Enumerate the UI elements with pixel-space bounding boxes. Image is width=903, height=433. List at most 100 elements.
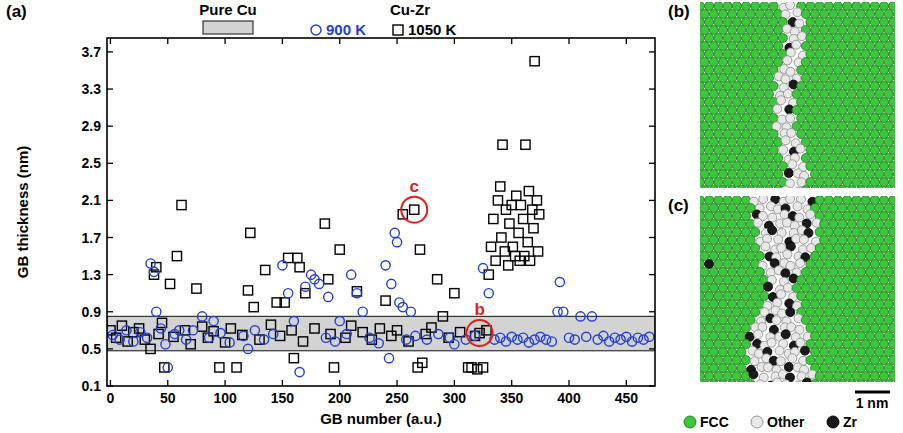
atom <box>820 220 829 229</box>
atom <box>732 34 741 43</box>
atom <box>746 154 755 163</box>
data-point <box>375 324 384 333</box>
atom <box>884 154 893 163</box>
x-tick <box>282 380 283 386</box>
atom <box>870 98 879 107</box>
atom <box>737 268 746 277</box>
atom <box>843 356 852 365</box>
atom <box>847 316 856 325</box>
annotation-circle <box>467 320 493 346</box>
atom <box>700 74 709 83</box>
atom <box>723 98 732 107</box>
atom <box>742 178 751 187</box>
atom <box>843 372 852 381</box>
atom <box>732 98 741 107</box>
atom <box>759 196 768 204</box>
atom <box>880 228 889 237</box>
data-point <box>259 335 268 344</box>
atom <box>861 356 870 365</box>
atom <box>824 146 833 155</box>
atom <box>847 268 856 277</box>
atom <box>797 130 806 139</box>
atom <box>852 356 861 365</box>
atom <box>801 268 810 277</box>
atom <box>880 372 889 381</box>
atom <box>834 178 843 187</box>
atom <box>737 26 746 35</box>
atom <box>824 114 833 123</box>
data-point <box>415 245 424 254</box>
atom <box>870 114 879 123</box>
data-point <box>418 358 427 367</box>
atom <box>815 308 824 317</box>
atom <box>838 380 847 382</box>
atom <box>834 260 843 269</box>
atom <box>857 58 866 67</box>
data-point <box>504 261 513 270</box>
atom <box>705 244 714 253</box>
atom <box>737 364 746 373</box>
atom <box>751 98 760 107</box>
atom <box>800 346 809 355</box>
data-point <box>374 339 383 348</box>
atom <box>866 138 875 147</box>
atom <box>774 235 783 244</box>
data-point <box>570 335 579 344</box>
data-point <box>358 307 367 316</box>
atom <box>870 356 879 365</box>
atom <box>709 106 718 115</box>
atom <box>801 300 810 309</box>
atom <box>815 130 824 139</box>
annotation-label: b <box>474 300 484 319</box>
legend-marker <box>311 25 321 35</box>
atom <box>801 74 810 83</box>
atom <box>732 82 741 91</box>
atom <box>751 162 760 171</box>
atom <box>820 122 829 131</box>
atom <box>847 380 856 382</box>
atom <box>829 106 838 115</box>
atom <box>829 170 838 179</box>
atom <box>742 244 751 253</box>
atom <box>751 146 760 155</box>
atom <box>786 308 795 317</box>
atom <box>884 220 893 229</box>
data-point <box>204 333 213 342</box>
atom <box>742 2 751 11</box>
atom <box>811 268 820 277</box>
atom <box>806 276 815 285</box>
atom <box>786 196 795 204</box>
atom <box>880 130 889 139</box>
atom <box>761 242 770 251</box>
data-point <box>514 228 523 237</box>
atom <box>719 170 728 179</box>
data-point <box>541 335 550 344</box>
atom <box>889 212 895 221</box>
atom <box>709 154 718 163</box>
atom <box>769 162 778 171</box>
atom <box>719 268 728 277</box>
atom <box>764 282 773 291</box>
atom <box>755 154 764 163</box>
atom <box>811 58 820 67</box>
atom <box>815 196 824 205</box>
atom <box>843 292 852 301</box>
atom <box>777 290 786 299</box>
atom <box>732 18 741 27</box>
atom <box>765 138 774 147</box>
atom <box>880 82 889 91</box>
atom <box>723 196 732 205</box>
atom <box>820 364 829 373</box>
atom <box>811 170 820 179</box>
atom <box>719 186 728 188</box>
atom <box>829 364 838 373</box>
atom <box>737 284 746 293</box>
atom <box>700 26 709 35</box>
atom <box>705 66 714 75</box>
atom <box>751 66 760 75</box>
atom <box>861 178 870 187</box>
atom <box>852 130 861 139</box>
atom <box>709 380 718 382</box>
atom <box>834 292 843 301</box>
atom <box>732 244 741 253</box>
